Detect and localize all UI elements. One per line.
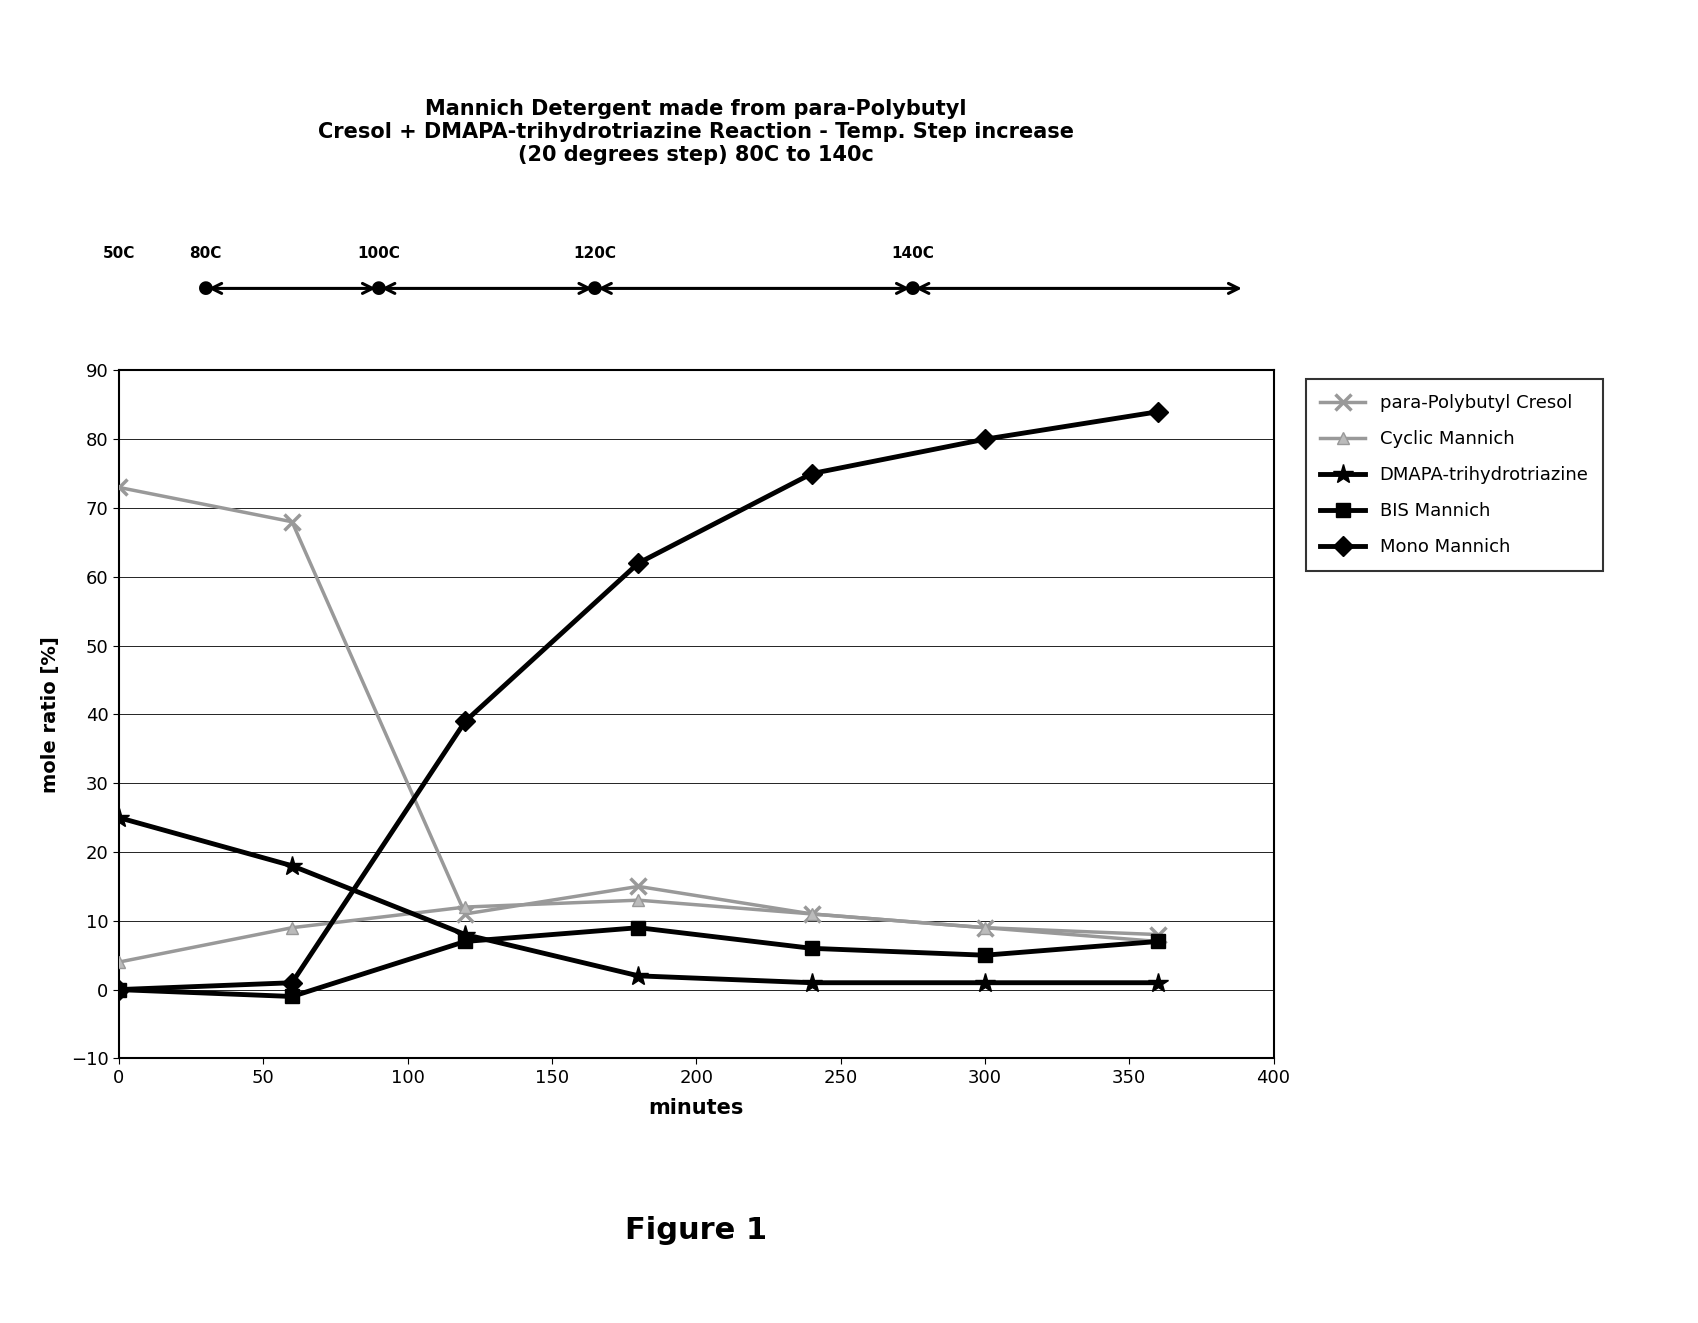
Text: Figure 1: Figure 1 [625,1216,767,1245]
Cyclic Mannich [975,919,995,935]
BIS Mannich [975,947,995,963]
BIS Mannich [109,982,129,998]
Mono Mannich [282,975,302,991]
BIS Mannich [1148,934,1168,950]
Text: ●: ● [197,279,214,298]
Mono Mannich [1148,404,1168,419]
Y-axis label: mole ratio [%]: mole ratio [%] [41,636,59,792]
DMAPA-trihydrotriazine [282,857,302,873]
para-Polybutyl Cresol [975,919,995,935]
Line: Cyclic Mannich: Cyclic Mannich [112,894,1165,968]
Text: 140C: 140C [891,246,934,261]
Text: 50C: 50C [102,246,136,261]
Line: BIS Mannich: BIS Mannich [112,921,1165,1003]
X-axis label: minutes: minutes [649,1098,744,1118]
Mono Mannich [455,713,475,729]
para-Polybutyl Cresol [1148,926,1168,942]
DMAPA-trihydrotriazine [455,926,475,942]
Line: DMAPA-trihydrotriazine: DMAPA-trihydrotriazine [109,807,1168,994]
para-Polybutyl Cresol [282,513,302,529]
Cyclic Mannich [801,906,822,922]
Cyclic Mannich [628,892,649,908]
Text: ●: ● [905,279,920,298]
BIS Mannich [455,934,475,950]
Line: para-Polybutyl Cresol: para-Polybutyl Cresol [112,480,1165,942]
Legend: para-Polybutyl Cresol, Cyclic Mannich, DMAPA-trihydrotriazine, BIS Mannich, Mono: para-Polybutyl Cresol, Cyclic Mannich, D… [1306,380,1603,570]
DMAPA-trihydrotriazine [1148,975,1168,991]
Text: 80C: 80C [188,246,222,261]
DMAPA-trihydrotriazine [109,810,129,826]
Mono Mannich [109,982,129,998]
Mono Mannich [975,431,995,447]
para-Polybutyl Cresol [455,906,475,922]
Cyclic Mannich [455,900,475,916]
Text: 100C: 100C [357,246,401,261]
para-Polybutyl Cresol [109,479,129,495]
Text: ●: ● [370,279,387,298]
para-Polybutyl Cresol [628,878,649,894]
DMAPA-trihydrotriazine [975,975,995,991]
BIS Mannich [801,941,822,957]
BIS Mannich [628,919,649,935]
Mono Mannich [801,466,822,482]
Text: ●: ● [588,279,603,298]
Text: 120C: 120C [574,246,616,261]
Line: Mono Mannich: Mono Mannich [112,405,1165,996]
Text: Mannich Detergent made from para-Polybutyl
Cresol + DMAPA-trihydrotriazine React: Mannich Detergent made from para-Polybut… [318,99,1075,165]
DMAPA-trihydrotriazine [801,975,822,991]
Cyclic Mannich [282,919,302,935]
Cyclic Mannich [1148,934,1168,950]
para-Polybutyl Cresol [801,906,822,922]
Mono Mannich [628,556,649,572]
DMAPA-trihydrotriazine [628,968,649,984]
BIS Mannich [282,988,302,1004]
Cyclic Mannich [109,954,129,970]
